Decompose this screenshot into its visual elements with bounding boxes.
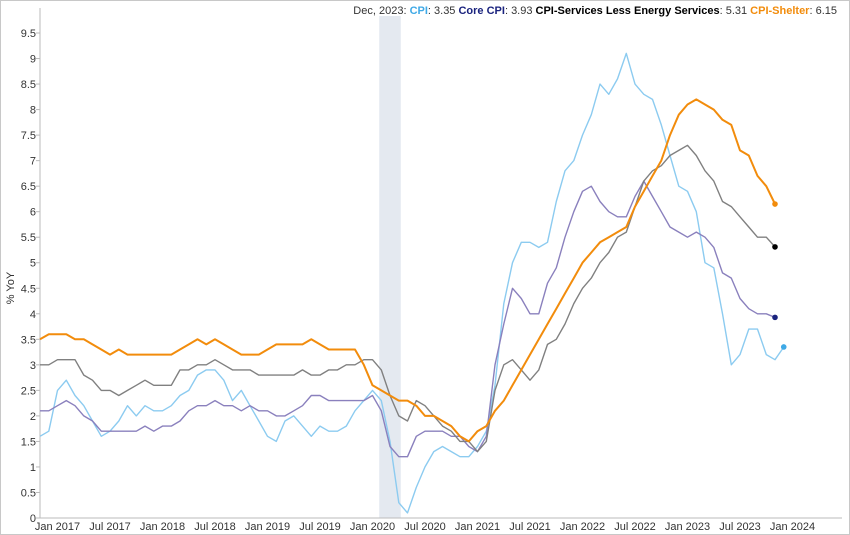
axes-layer: 0 0.5 1 1.5 2 2.5 3 3.5 4 4.5 5 5.5 6 6.5 7 7.5 8 8.5 9 9.5… [21, 8, 842, 533]
x-tick-label: Jul 2019 [299, 521, 341, 533]
y-tick-label: 3.5 [21, 334, 36, 346]
y-tick-label: 6 [30, 207, 36, 219]
y-tick-label: 7 [30, 156, 36, 168]
y-tick-label: 1.5 [21, 436, 36, 448]
y-tick-label: 8.5 [21, 79, 36, 91]
y-tick-label: 7.5 [21, 130, 36, 142]
y-tick-label: 4.5 [21, 283, 36, 295]
y-tick-label: 2.5 [21, 385, 36, 397]
series-line-core-cpi [40, 180, 776, 458]
legend-value: : 6.15 [809, 5, 837, 17]
legend-value: : 5.31 [720, 5, 751, 17]
y-tick-label: 2 [30, 411, 36, 423]
end-marker-cpi-services-less-energy-services [772, 244, 778, 250]
y-tick-label: 1 [30, 462, 36, 474]
x-tick-label: Jan 2024 [770, 521, 815, 533]
legend-label: CPI-Services Less Energy Services [536, 5, 720, 17]
legend-date: Dec, 2023: [353, 5, 409, 17]
series-line-cpi [39, 52, 785, 514]
x-tick-label: Jul 2017 [89, 521, 131, 533]
y-tick-label: 8 [30, 105, 36, 117]
y-tick-label: 6.5 [21, 181, 36, 193]
end-marker-core-cpi [772, 314, 778, 321]
x-tick-label: Jan 2018 [140, 521, 185, 533]
x-tick-label: Jan 2022 [560, 521, 605, 533]
x-tick-label: Jul 2021 [509, 521, 551, 533]
x-tick-label: Jan 2020 [350, 521, 395, 533]
x-tick-label: Jul 2023 [719, 521, 761, 533]
end-marker-cpi-shelter [772, 201, 778, 207]
x-tick-label: Jul 2020 [404, 521, 446, 533]
series-line-cpi-shelter [39, 98, 776, 443]
chart-header-legend: Dec, 2023: CPI: 3.35 Core CPI: 3.93 CPI-… [353, 5, 837, 17]
y-axis-label: % YoY [5, 271, 17, 304]
legend-value: : 3.35 [428, 5, 459, 17]
y-tick-label: 5.5 [21, 232, 36, 244]
series-lines-layer [39, 52, 785, 514]
y-tick-label: 9.5 [21, 28, 36, 40]
legend-label: CPI-Shelter [750, 5, 810, 17]
x-tick-label: Jan 2023 [665, 521, 710, 533]
y-tick-label: 0.5 [21, 487, 36, 499]
legend-value: : 3.93 [505, 5, 536, 17]
legend-label: Core CPI [458, 5, 504, 17]
legend-label: CPI [410, 5, 428, 17]
x-tick-label: Jan 2017 [35, 521, 80, 533]
x-tick-label: Jan 2019 [245, 521, 290, 533]
y-tick-label: 5 [30, 258, 36, 270]
y-tick-label: 9 [30, 54, 36, 66]
series-line-cpi-services-less-energy-services [40, 144, 776, 453]
y-tick-label: 0 [30, 513, 36, 525]
x-tick-label: Jul 2018 [194, 521, 236, 533]
end-marker-cpi [780, 344, 787, 350]
y-tick-label: 3 [30, 360, 36, 372]
y-tick-label: 4 [30, 309, 36, 321]
end-markers-layer [772, 201, 787, 350]
x-tick-label: Jan 2021 [455, 521, 500, 533]
x-tick-label: Jul 2022 [614, 521, 656, 533]
